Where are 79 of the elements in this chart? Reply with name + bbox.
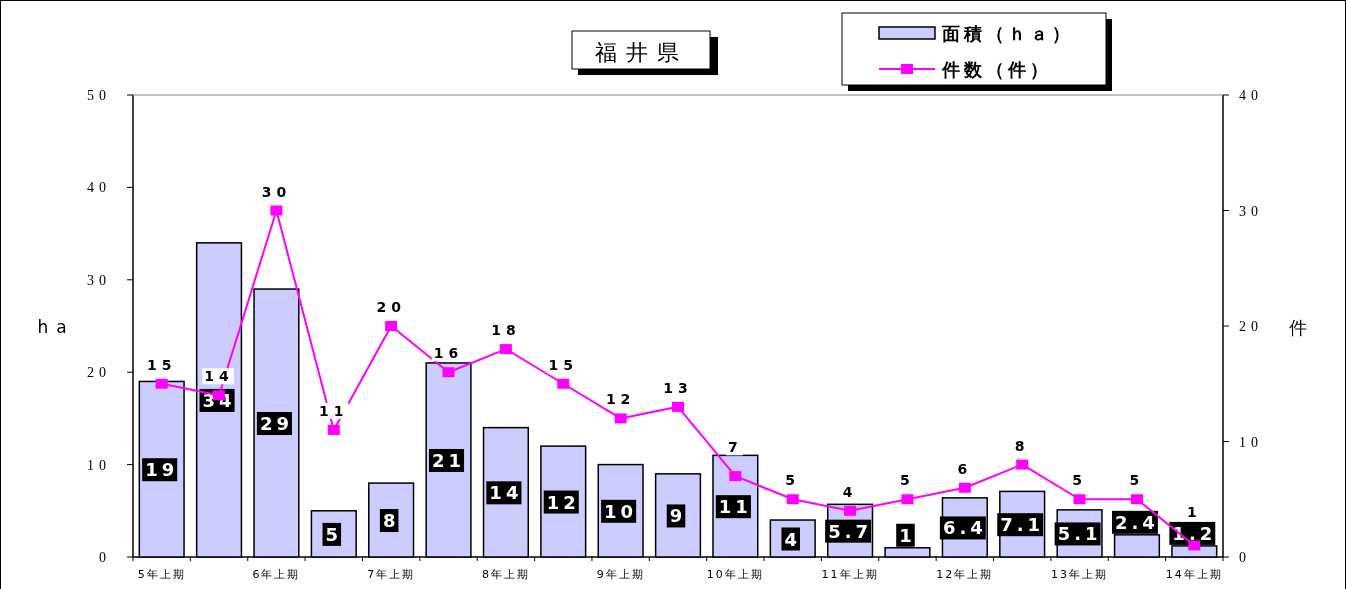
x-tick-label: 7年上期 xyxy=(367,568,416,581)
point xyxy=(844,505,857,516)
data-label: 6.4 xyxy=(942,517,987,539)
point xyxy=(1130,494,1143,505)
data-label: 15 xyxy=(548,356,579,373)
data-label: 15 xyxy=(146,356,177,373)
data-label: 4 xyxy=(842,483,858,500)
data-label: 5 xyxy=(785,472,801,489)
y2-tick-label: 40 xyxy=(1239,88,1263,103)
y-tick-label: 0 xyxy=(99,550,111,565)
x-tick-label: 14年上期 xyxy=(1165,568,1223,581)
y-axis-title: ha xyxy=(37,317,75,337)
point xyxy=(557,378,570,389)
data-label: 7 xyxy=(727,439,743,456)
point xyxy=(270,205,283,216)
data-label: 19 xyxy=(145,459,179,481)
data-label: 14 xyxy=(489,482,523,504)
x-tick-label: 12年上期 xyxy=(936,568,994,581)
point xyxy=(499,344,512,355)
data-label: 5 xyxy=(1072,472,1087,489)
data-label: 21 xyxy=(432,449,466,471)
point xyxy=(672,401,684,412)
point xyxy=(1073,494,1086,505)
data-label: 9 xyxy=(669,505,687,527)
x-tick-label: 8年上期 xyxy=(481,568,530,581)
y-tick-label: 50 xyxy=(87,88,111,103)
x-tick-label: 13年上期 xyxy=(1051,568,1109,581)
point xyxy=(958,482,971,493)
data-label: 4 xyxy=(784,528,801,550)
data-label: 13 xyxy=(663,379,693,396)
data-label: 16 xyxy=(433,345,464,362)
data-label: 11 xyxy=(319,402,349,419)
y-tick-label: 10 xyxy=(87,457,111,473)
x-tick-label: 5年上期 xyxy=(137,568,186,581)
data-label: 7.1 xyxy=(1000,514,1045,536)
data-label: 6 xyxy=(957,460,973,477)
point xyxy=(327,424,340,435)
data-label: 18 xyxy=(491,322,521,339)
y2-axis-title: 件 xyxy=(1289,317,1307,338)
data-label: 8 xyxy=(1014,437,1030,454)
data-label: 5.1 xyxy=(1057,523,1102,545)
legend-label: 面積（ｈａ） xyxy=(941,23,1074,44)
data-label: 1 xyxy=(899,524,916,546)
data-label: 5.7 xyxy=(828,520,873,542)
data-label: 12 xyxy=(546,491,580,513)
data-label: 14 xyxy=(204,368,234,385)
data-label: 5 xyxy=(900,472,915,489)
legend-label: 件数（件） xyxy=(941,59,1052,80)
x-tick-label: 9年上期 xyxy=(596,568,645,581)
data-label: 20 xyxy=(376,299,406,315)
y2-tick-label: 20 xyxy=(1239,319,1263,334)
point xyxy=(614,413,627,424)
y2-tick-label: 30 xyxy=(1239,203,1263,219)
x-tick-label: 10年上期 xyxy=(706,568,764,581)
data-label: 29 xyxy=(259,413,293,435)
point xyxy=(155,378,168,389)
data-label: 2.4 xyxy=(1115,511,1159,533)
data-label: 11 xyxy=(718,496,752,518)
data-label: 8 xyxy=(382,510,400,532)
point xyxy=(901,494,914,505)
data-label: 5 xyxy=(325,523,343,545)
data-label: 12 xyxy=(605,391,636,408)
x-tick-label: 11年上期 xyxy=(821,568,879,581)
data-label: 1 xyxy=(1186,503,1202,520)
y2-tick-label: 0 xyxy=(1239,550,1251,565)
data-label: 10 xyxy=(604,500,638,522)
point xyxy=(729,471,742,482)
point xyxy=(385,321,398,331)
point xyxy=(786,494,799,505)
y2-tick-label: 10 xyxy=(1239,434,1263,450)
point xyxy=(442,367,455,378)
point xyxy=(1016,459,1029,470)
chart-title: 福井県 xyxy=(594,40,688,65)
data-label: 5 xyxy=(1129,472,1145,489)
y-tick-label: 20 xyxy=(87,365,111,381)
data-label: 30 xyxy=(261,183,292,200)
y-tick-label: 30 xyxy=(87,272,111,288)
y-tick-label: 40 xyxy=(87,180,111,196)
x-tick-label: 6年上期 xyxy=(252,568,301,581)
